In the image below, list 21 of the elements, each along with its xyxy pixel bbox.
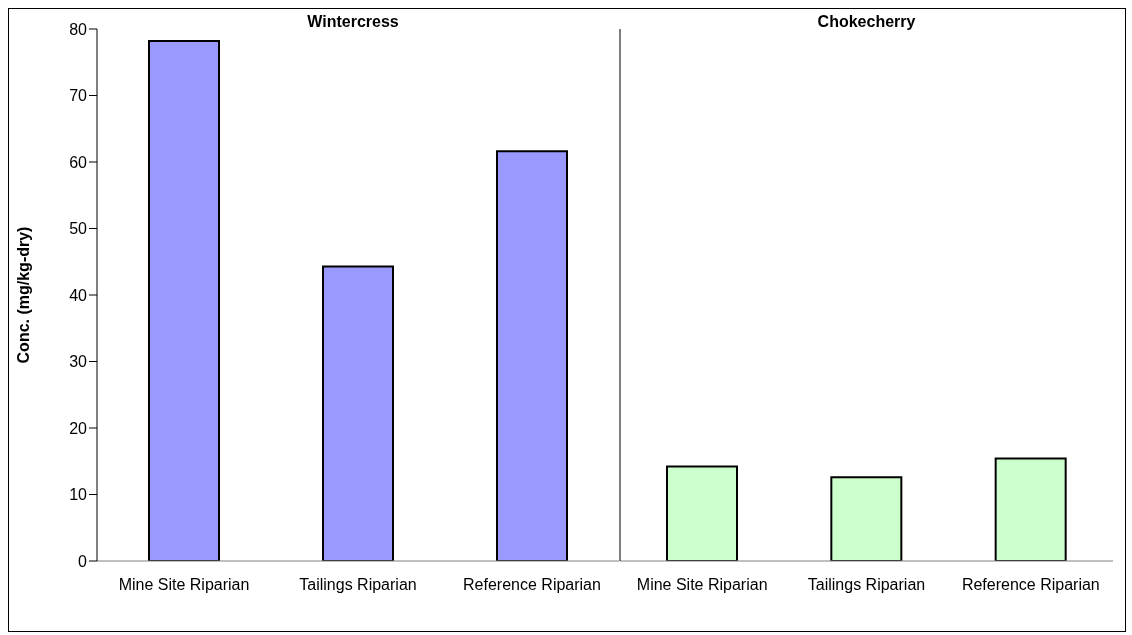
y-axis-title: Conc. (mg/kg-dry) bbox=[14, 226, 32, 364]
x-tick-label: Mine Site Riparian bbox=[636, 576, 768, 594]
chart-title: Wintercress bbox=[306, 13, 400, 31]
y-tick-label: 80 bbox=[69, 20, 88, 38]
chart-title: Chokecherry bbox=[816, 13, 917, 31]
x-tick-label: Mine Site Riparian bbox=[118, 576, 250, 594]
y-tick-label: 70 bbox=[69, 87, 88, 105]
bar bbox=[322, 265, 394, 561]
y-tick-label: 30 bbox=[69, 353, 88, 371]
y-tick-label: 20 bbox=[69, 419, 88, 437]
bar bbox=[148, 39, 220, 561]
y-tick-label: 0 bbox=[78, 552, 88, 570]
x-tick-label: Tailings Riparian bbox=[299, 576, 417, 594]
y-tick-label: 50 bbox=[69, 220, 88, 238]
x-tick-label: Reference Riparian bbox=[961, 576, 1100, 594]
y-tick-label: 60 bbox=[69, 153, 88, 171]
bar bbox=[496, 150, 568, 561]
y-tick-label: 10 bbox=[69, 486, 88, 504]
x-tick-label: Reference Riparian bbox=[463, 576, 601, 594]
y-tick-label: 40 bbox=[69, 286, 88, 304]
x-tick-label: Tailings Riparian bbox=[807, 576, 926, 594]
